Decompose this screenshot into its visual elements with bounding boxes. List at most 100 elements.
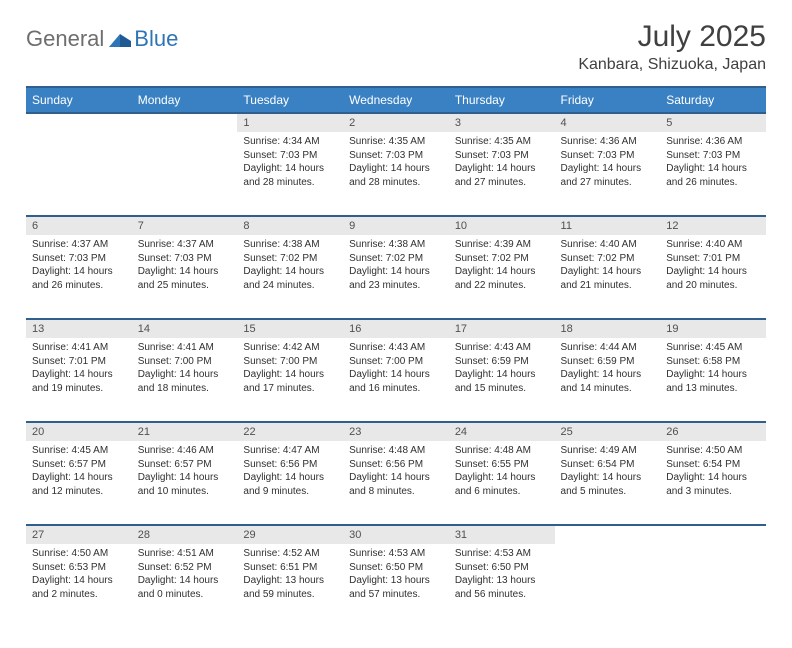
day-day2: and 12 minutes. xyxy=(32,485,126,499)
day-sunset: Sunset: 7:03 PM xyxy=(455,149,549,163)
day-number: 4 xyxy=(555,113,661,132)
day-day1: Daylight: 14 hours xyxy=(349,265,443,279)
day-day1: Daylight: 14 hours xyxy=(349,162,443,176)
day-day2: and 28 minutes. xyxy=(349,176,443,190)
day-sunrise: Sunrise: 4:43 AM xyxy=(349,341,443,355)
day-number: 11 xyxy=(555,216,661,235)
day-sunrise: Sunrise: 4:48 AM xyxy=(455,444,549,458)
day-day1: Daylight: 14 hours xyxy=(349,368,443,382)
day-day1: Daylight: 14 hours xyxy=(666,265,760,279)
day-number: 23 xyxy=(343,422,449,441)
day-sunrise: Sunrise: 4:36 AM xyxy=(666,135,760,149)
day-day2: and 27 minutes. xyxy=(455,176,549,190)
day-sunrise: Sunrise: 4:53 AM xyxy=(349,547,443,561)
day-cell: Sunrise: 4:48 AMSunset: 6:55 PMDaylight:… xyxy=(449,441,555,525)
day-sunset: Sunset: 6:50 PM xyxy=(455,561,549,575)
day-sunset: Sunset: 6:57 PM xyxy=(138,458,232,472)
day-number: 17 xyxy=(449,319,555,338)
day-day2: and 13 minutes. xyxy=(666,382,760,396)
day-day2: and 18 minutes. xyxy=(138,382,232,396)
day-cell: Sunrise: 4:45 AMSunset: 6:57 PMDaylight:… xyxy=(26,441,132,525)
day-cell xyxy=(555,544,661,628)
day-sunset: Sunset: 7:03 PM xyxy=(561,149,655,163)
day-day1: Daylight: 14 hours xyxy=(243,265,337,279)
day-sunrise: Sunrise: 4:43 AM xyxy=(455,341,549,355)
day-sunset: Sunset: 7:00 PM xyxy=(243,355,337,369)
day-cell: Sunrise: 4:35 AMSunset: 7:03 PMDaylight:… xyxy=(343,132,449,216)
day-sunrise: Sunrise: 4:46 AM xyxy=(138,444,232,458)
day-sunset: Sunset: 7:03 PM xyxy=(138,252,232,266)
day-sunrise: Sunrise: 4:36 AM xyxy=(561,135,655,149)
day-number: 5 xyxy=(660,113,766,132)
day-sunset: Sunset: 6:53 PM xyxy=(32,561,126,575)
day-day2: and 56 minutes. xyxy=(455,588,549,602)
day-number: 10 xyxy=(449,216,555,235)
brand-text-2: Blue xyxy=(134,26,178,52)
day-number-row: 12345 xyxy=(26,113,766,132)
title-block: July 2025 Kanbara, Shizuoka, Japan xyxy=(578,20,766,74)
day-day1: Daylight: 14 hours xyxy=(138,368,232,382)
day-sunset: Sunset: 7:03 PM xyxy=(243,149,337,163)
day-number: 22 xyxy=(237,422,343,441)
day-day1: Daylight: 14 hours xyxy=(666,368,760,382)
day-header: Tuesday xyxy=(237,87,343,113)
day-cell: Sunrise: 4:53 AMSunset: 6:50 PMDaylight:… xyxy=(449,544,555,628)
day-cell: Sunrise: 4:39 AMSunset: 7:02 PMDaylight:… xyxy=(449,235,555,319)
day-cell xyxy=(132,132,238,216)
day-day2: and 16 minutes. xyxy=(349,382,443,396)
day-day1: Daylight: 13 hours xyxy=(455,574,549,588)
day-sunset: Sunset: 6:59 PM xyxy=(455,355,549,369)
day-day1: Daylight: 14 hours xyxy=(32,574,126,588)
day-day1: Daylight: 14 hours xyxy=(666,162,760,176)
day-number: 25 xyxy=(555,422,661,441)
day-cell: Sunrise: 4:45 AMSunset: 6:58 PMDaylight:… xyxy=(660,338,766,422)
day-day1: Daylight: 14 hours xyxy=(561,368,655,382)
day-cell: Sunrise: 4:42 AMSunset: 7:00 PMDaylight:… xyxy=(237,338,343,422)
day-sunrise: Sunrise: 4:47 AM xyxy=(243,444,337,458)
day-sunrise: Sunrise: 4:45 AM xyxy=(32,444,126,458)
day-cell: Sunrise: 4:38 AMSunset: 7:02 PMDaylight:… xyxy=(237,235,343,319)
day-day1: Daylight: 14 hours xyxy=(32,471,126,485)
day-cell: Sunrise: 4:50 AMSunset: 6:53 PMDaylight:… xyxy=(26,544,132,628)
day-sunset: Sunset: 7:02 PM xyxy=(243,252,337,266)
day-cell: Sunrise: 4:46 AMSunset: 6:57 PMDaylight:… xyxy=(132,441,238,525)
day-day2: and 19 minutes. xyxy=(32,382,126,396)
day-day1: Daylight: 14 hours xyxy=(32,368,126,382)
day-sunset: Sunset: 7:01 PM xyxy=(32,355,126,369)
day-cell: Sunrise: 4:43 AMSunset: 7:00 PMDaylight:… xyxy=(343,338,449,422)
day-content-row: Sunrise: 4:45 AM Sunset: 6:57 PM Daylight:… xyxy=(26,441,766,525)
day-number: 2 xyxy=(343,113,449,132)
day-cell: Sunrise: 4:38 AMSunset: 7:02 PMDaylight:… xyxy=(343,235,449,319)
day-number: 6 xyxy=(26,216,132,235)
day-day1: Daylight: 14 hours xyxy=(32,265,126,279)
day-day2: and 26 minutes. xyxy=(32,279,126,293)
day-cell: Sunrise: 4:41 AMSunset: 7:01 PMDaylight:… xyxy=(26,338,132,422)
day-sunset: Sunset: 6:55 PM xyxy=(455,458,549,472)
day-sunrise: Sunrise: 4:50 AM xyxy=(32,547,126,561)
day-header: Monday xyxy=(132,87,238,113)
day-number xyxy=(132,113,238,132)
day-cell: Sunrise: 4:40 AMSunset: 7:01 PMDaylight:… xyxy=(660,235,766,319)
day-number: 24 xyxy=(449,422,555,441)
day-header: Saturday xyxy=(660,87,766,113)
calendar-table: Sunday Monday Tuesday Wednesday Thursday… xyxy=(26,86,766,628)
day-day1: Daylight: 14 hours xyxy=(455,471,549,485)
day-day1: Daylight: 14 hours xyxy=(666,471,760,485)
day-day2: and 15 minutes. xyxy=(455,382,549,396)
day-sunset: Sunset: 7:02 PM xyxy=(561,252,655,266)
day-cell: Sunrise: 4:52 AMSunset: 6:51 PMDaylight:… xyxy=(237,544,343,628)
day-day2: and 23 minutes. xyxy=(349,279,443,293)
day-cell xyxy=(26,132,132,216)
day-number: 28 xyxy=(132,525,238,544)
day-day2: and 2 minutes. xyxy=(32,588,126,602)
day-cell: Sunrise: 4:36 AMSunset: 7:03 PMDaylight:… xyxy=(555,132,661,216)
day-sunset: Sunset: 7:00 PM xyxy=(349,355,443,369)
day-sunset: Sunset: 7:03 PM xyxy=(349,149,443,163)
day-number: 27 xyxy=(26,525,132,544)
day-sunrise: Sunrise: 4:40 AM xyxy=(666,238,760,252)
day-sunrise: Sunrise: 4:35 AM xyxy=(349,135,443,149)
day-day2: and 17 minutes. xyxy=(243,382,337,396)
day-day2: and 9 minutes. xyxy=(243,485,337,499)
day-number: 26 xyxy=(660,422,766,441)
day-sunset: Sunset: 7:00 PM xyxy=(138,355,232,369)
